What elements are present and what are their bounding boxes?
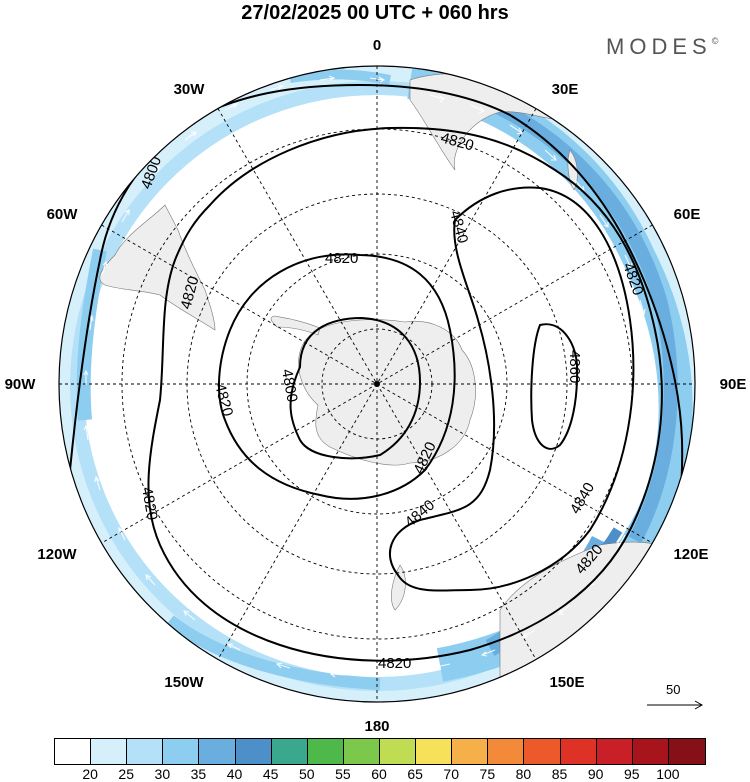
lon-label-90w: 90W: [5, 376, 37, 393]
colorbar-swatch: [488, 739, 525, 764]
colorbar: [54, 738, 706, 765]
colorbar-tick-label: 20: [82, 766, 98, 782]
lon-label-30w: 30W: [174, 81, 206, 98]
colorbar-tick-label: 30: [154, 766, 171, 782]
antarctica: [298, 319, 476, 466]
map-disk: 4800 4820 4840 4820 4820 4820 4860 4800 …: [59, 66, 695, 702]
colorbar-swatch: [271, 739, 308, 764]
map-title: 27/02/2025 00 UTC + 060 hrs: [241, 2, 509, 24]
lon-label-0: 0: [373, 37, 381, 54]
colorbar-swatch: [632, 739, 669, 764]
lon-label-180: 180: [364, 718, 389, 735]
modes-logo: MODES©: [606, 34, 718, 60]
colorbar-swatch: [668, 739, 705, 764]
colorbar-tick-label: 95: [623, 766, 640, 782]
colorbar-tick-label: 25: [118, 766, 135, 782]
contour-label: 4820: [138, 486, 161, 522]
contour-4820-outer: [147, 126, 663, 662]
brand-name: MODES: [606, 34, 712, 59]
colorbar-tick-label: 100: [656, 766, 680, 782]
south-pole-dot: [374, 381, 380, 387]
colorbar-tick-label: 90: [587, 766, 604, 782]
lon-label-90e: 90E: [720, 376, 747, 393]
colorbar-tick-label: 85: [551, 766, 568, 782]
colorbar-tick-label: 65: [407, 766, 423, 782]
longitude-labels: 0 30E 60E 90E 120E 150E 180 150W 120W 90…: [5, 37, 747, 735]
lon-label-150w: 150W: [164, 674, 204, 691]
new-zealand: [391, 564, 406, 611]
lon-label-30e: 30E: [552, 81, 579, 98]
colorbar-swatch: [452, 739, 489, 764]
south-america: [99, 204, 216, 331]
colorbar-tick-label: 45: [262, 766, 279, 782]
lon-label-120w: 120W: [37, 546, 77, 563]
colorbar-swatch: [307, 739, 344, 764]
colorbar-swatch: [235, 739, 272, 764]
contour-label: 4860: [566, 350, 583, 383]
lon-label-120e: 120E: [673, 546, 708, 563]
reference-vector-arrow: [647, 700, 704, 710]
contour-label: 4800: [278, 368, 301, 404]
reference-vector-label: 50: [666, 682, 681, 697]
colorbar-tick-label: 75: [479, 766, 496, 782]
contour-label: 4820: [325, 250, 358, 267]
colorbar-swatch: [55, 739, 92, 764]
lon-label-60e: 60E: [674, 206, 701, 223]
lon-label-60w: 60W: [47, 206, 79, 223]
colorbar-tick-label: 70: [443, 766, 460, 782]
copyright-mark: ©: [711, 36, 719, 46]
map-boundary: [58, 65, 696, 703]
colorbar-swatch: [596, 739, 633, 764]
colorbar-ticks: 20 25 30 35 40 45 50 55 60 65 70 75 80 85 90 95 100: [54, 766, 704, 782]
colorbar-tick-label: 55: [335, 766, 351, 782]
colorbar-swatch: [127, 739, 164, 764]
antarctic-peninsula: [270, 315, 321, 336]
colorbar-swatch: [199, 739, 236, 764]
contour-4840-trough: [389, 186, 635, 592]
wind-vectors: [83, 75, 658, 678]
colorbar-tick-label: 40: [226, 766, 243, 782]
contour-4800-inner: [289, 316, 422, 460]
colorbar-swatch: [91, 739, 128, 764]
colorbar-swatch: [163, 739, 200, 764]
colorbar-swatch: [416, 739, 453, 764]
contour-4860-cell: [530, 323, 579, 450]
colorbar-swatch: [343, 739, 380, 764]
colorbar-tick-label: 50: [298, 766, 315, 782]
colorbar-swatch: [560, 739, 597, 764]
colorbar-swatch: [524, 739, 561, 764]
contour-label: 4820: [378, 655, 411, 672]
colorbar-tick-label: 35: [190, 766, 207, 782]
colorbar-tick-label: 60: [371, 766, 387, 782]
contour-4820-inner: [217, 253, 456, 500]
lon-label-150e: 150E: [549, 674, 584, 691]
colorbar-swatch: [379, 739, 417, 764]
colorbar-tick-label: 80: [515, 766, 532, 782]
